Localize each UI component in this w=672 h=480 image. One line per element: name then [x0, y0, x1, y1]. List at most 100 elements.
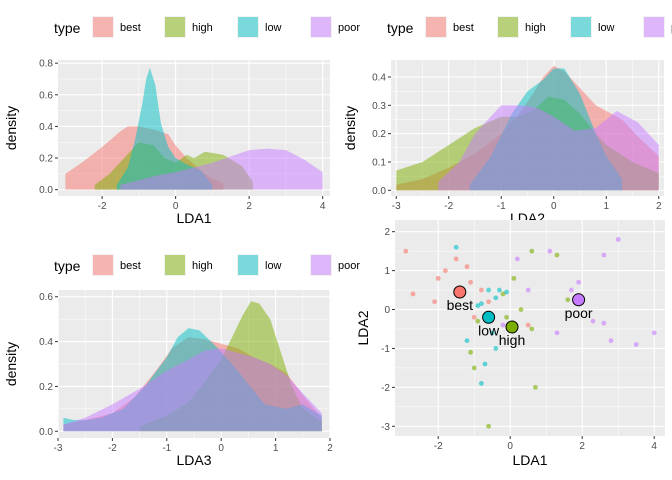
- density-area-low: [116, 67, 213, 190]
- y-axis-title: density: [342, 106, 358, 150]
- scatter-point-poor: [590, 318, 596, 324]
- y-tick-label: -1: [381, 344, 390, 355]
- centroid-label-low: low: [478, 322, 500, 338]
- scatter-point-best: [468, 279, 473, 285]
- centroid-poor: [572, 293, 586, 307]
- y-tick-label: 0.2: [39, 154, 53, 165]
- scatter-point-poor: [601, 320, 607, 326]
- legend-key-poor: [644, 17, 664, 37]
- legend-title: type: [54, 20, 81, 36]
- y-tick-label: 0.4: [372, 73, 386, 84]
- y-tick-label: -3: [381, 422, 390, 433]
- x-axis-title: LDA1: [176, 210, 211, 226]
- scatter-point-best: [471, 314, 477, 320]
- scatter-point-low: [486, 287, 491, 293]
- y-tick-label: 0.4: [39, 122, 53, 133]
- scatter-point-low: [493, 346, 499, 351]
- scatter-point-low: [475, 303, 481, 309]
- legend-key-best: [93, 255, 113, 275]
- x-tick-label: 2: [579, 441, 585, 452]
- legend-1: type best high low poor: [54, 16, 360, 38]
- scatter-point-high: [554, 252, 560, 258]
- plot-area: [65, 67, 323, 190]
- x-tick-label: -1: [162, 443, 171, 454]
- centroid-low: [482, 310, 496, 324]
- legend-key-poor: [311, 17, 331, 37]
- centroid-label-high: high: [499, 332, 525, 348]
- scatter-point-high: [533, 384, 538, 390]
- scatter-point-low: [464, 338, 470, 344]
- x-tick-label: -3: [392, 201, 401, 212]
- scatter-point-poor: [608, 338, 614, 344]
- x-tick-label: 2: [656, 201, 662, 212]
- x-tick-label: -2: [444, 201, 453, 212]
- scatter-point-poor: [651, 330, 657, 336]
- density-area-poor: [63, 348, 322, 432]
- x-tick-label: -2: [434, 441, 443, 452]
- scatter-point-poor: [601, 252, 607, 258]
- scatter-point-best: [432, 299, 437, 305]
- y-tick-label: -2: [381, 383, 390, 394]
- y-tick-label: 2: [384, 227, 390, 238]
- y-tick-label: 0.2: [372, 129, 386, 140]
- scatter-point-high: [486, 423, 491, 429]
- scatter-point-high: [475, 318, 481, 324]
- y-tick-label: 0.6: [39, 292, 53, 303]
- scatter-point-low: [482, 361, 488, 367]
- legend-key-high: [498, 17, 518, 37]
- centroid-label-best: best: [447, 297, 474, 313]
- legend-label-low: low: [265, 260, 282, 272]
- scatter-point-poor: [576, 279, 581, 285]
- legend-3: type best high low poor: [54, 254, 360, 276]
- y-tick-label: 0.4: [39, 337, 53, 348]
- scatter-point-low: [479, 381, 484, 386]
- x-tick-label: 4: [651, 441, 657, 452]
- x-tick-label: 2: [246, 201, 252, 212]
- scatter-point-best: [403, 248, 409, 254]
- y-tick-label: 0.6: [39, 90, 53, 101]
- legend-key-high: [165, 255, 185, 275]
- legend-label-best: best: [120, 22, 141, 34]
- density-area-poor: [438, 105, 659, 191]
- legend-label-low: low: [598, 22, 615, 34]
- scatter-point-high: [468, 349, 473, 355]
- legend-label-poor: poor: [338, 260, 360, 272]
- legend-key-low: [238, 255, 258, 275]
- y-tick-label: 0.2: [39, 382, 53, 393]
- scatter-point-low: [453, 244, 459, 250]
- scatter-point-high: [518, 307, 524, 312]
- x-tick-label: 0: [551, 201, 557, 212]
- y-tick-label: 0.0: [39, 185, 53, 196]
- scatter-point-high: [565, 297, 571, 303]
- scatter-point-high: [529, 248, 535, 254]
- legend-key-low: [238, 17, 258, 37]
- scatter-point-poor: [500, 322, 506, 328]
- legend-key-best: [93, 17, 113, 37]
- legend-key-low: [571, 17, 591, 37]
- y-tick-label: 0.8: [39, 59, 53, 70]
- legend-key-high: [165, 17, 185, 37]
- scatter-point-best: [453, 256, 459, 262]
- scatter-point-best: [435, 275, 441, 281]
- scatter-point-low: [504, 289, 509, 295]
- legend-label-best: best: [453, 22, 474, 34]
- scatter-point-poor: [525, 287, 531, 293]
- scatter-point-poor: [569, 287, 574, 293]
- x-tick-label: -2: [98, 201, 107, 212]
- y-axis-title: density: [3, 342, 19, 386]
- scatter-point-poor: [633, 342, 639, 347]
- x-tick-label: 0: [173, 201, 179, 212]
- scatter-point-best: [443, 268, 448, 273]
- x-tick-label: -1: [497, 201, 506, 212]
- plot-area: [63, 301, 322, 432]
- scatter-point-low: [489, 330, 495, 336]
- y-axis-title: LDA2: [355, 310, 371, 345]
- centroid-high: [505, 320, 519, 334]
- plot-area: [403, 237, 657, 429]
- y-axis-title: density: [3, 106, 19, 150]
- density-area-poor: [120, 148, 323, 190]
- x-tick-label: -2: [108, 443, 117, 454]
